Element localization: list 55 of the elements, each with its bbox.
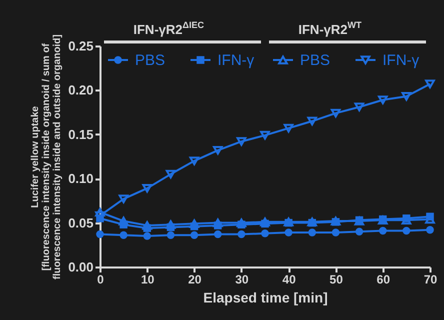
point	[142, 221, 152, 230]
legend-label: IFN-γ	[382, 52, 420, 69]
point	[166, 231, 175, 240]
point	[214, 230, 222, 238]
point	[142, 184, 152, 193]
y-tick-label: 0.25	[68, 38, 94, 54]
y-tick-label: 0.05	[68, 215, 94, 230]
point	[332, 228, 340, 236]
point	[120, 231, 128, 240]
x-tick-label: 20	[188, 272, 202, 286]
point	[284, 124, 294, 133]
point	[236, 218, 246, 228]
y-tick-label: 0.00	[68, 260, 94, 274]
point	[143, 232, 152, 240]
x-tick-label: 60	[376, 272, 390, 286]
point	[284, 228, 292, 236]
point	[236, 137, 246, 146]
y-tick-label: 0.10	[68, 171, 94, 186]
legend-label: PBS	[135, 52, 166, 69]
point	[260, 130, 270, 140]
y-tick-label: 0.20	[68, 82, 94, 98]
point	[330, 108, 341, 118]
point	[426, 226, 434, 234]
point	[378, 96, 388, 104]
point	[212, 146, 223, 155]
point	[190, 231, 198, 240]
point	[261, 230, 269, 238]
legend-label: PBS	[300, 52, 330, 69]
point	[189, 219, 200, 228]
point	[189, 156, 200, 166]
point	[308, 228, 316, 236]
point	[166, 170, 176, 179]
x-tick-label: 30	[235, 272, 249, 286]
legend-label: IFN-γ	[218, 52, 255, 69]
x-tick-label: 10	[140, 272, 155, 286]
point	[378, 226, 387, 235]
point	[166, 220, 176, 229]
point	[212, 218, 223, 228]
point	[402, 226, 410, 235]
x-tick-label: 50	[330, 272, 344, 286]
x-tick-label: 70	[424, 272, 438, 286]
point	[118, 216, 128, 226]
x-tick-label: 0	[97, 272, 104, 286]
point	[355, 228, 364, 236]
point	[118, 194, 128, 204]
point	[238, 230, 246, 238]
point	[307, 116, 318, 126]
x-tick-label: 40	[282, 272, 296, 286]
point	[96, 230, 104, 238]
y-tick-label: 0.15	[68, 126, 94, 142]
point	[354, 102, 364, 112]
point	[425, 80, 435, 88]
x-axis-title: Elapsed time [min]	[203, 290, 328, 306]
point	[402, 92, 412, 101]
y-axis-title: Lucifer yellow uptake [fluorescence intensity inside organoid / sum of fluorescence intensity inside and outside organoid]	[30, 34, 64, 280]
